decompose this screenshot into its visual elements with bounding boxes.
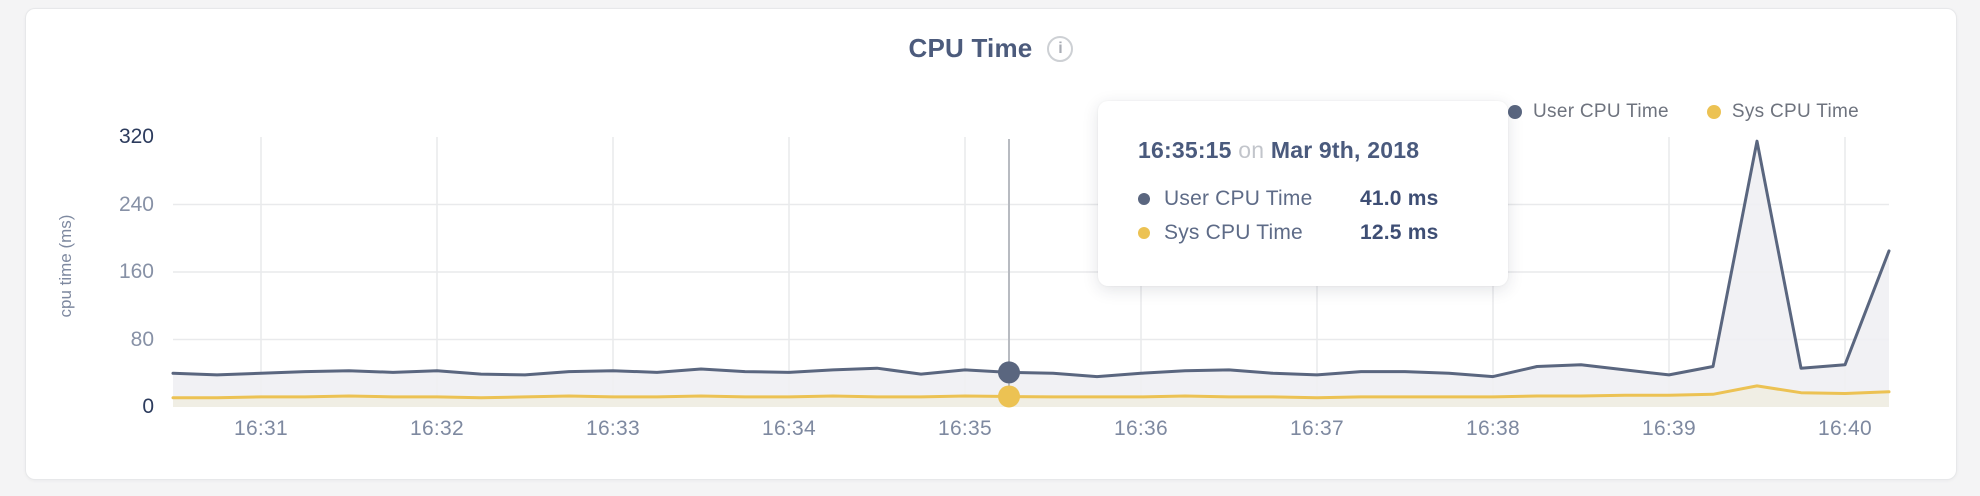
legend-dot bbox=[1706, 105, 1721, 119]
gridlines bbox=[173, 137, 1889, 407]
area-user-cpu-time bbox=[173, 141, 1889, 407]
cpu-time-panel: CPU Time i User CPU Time Sys CPU Time cpu… bbox=[25, 8, 1957, 480]
hover-dot-user-cpu-time bbox=[998, 361, 1020, 384]
line-sys-cpu-time bbox=[171, 384, 1891, 400]
x-tick-label: 16:39 bbox=[1641, 417, 1697, 440]
tooltip-conjunction: on bbox=[1238, 137, 1265, 163]
tooltip-rows: User CPU Time 41.0 ms Sys CPU Time 12.5 ms bbox=[1138, 182, 1480, 250]
legend-item-sys-cpu-time[interactable]: Sys CPU Time bbox=[1706, 101, 1859, 123]
x-tick-label: 16:37 bbox=[1289, 417, 1345, 440]
tooltip-date: Mar 9th, 2018 bbox=[1270, 137, 1420, 163]
info-icon[interactable]: i bbox=[1047, 35, 1074, 62]
panel-header: CPU Time i bbox=[26, 33, 1956, 64]
cpu-time-chart[interactable] bbox=[26, 9, 1956, 479]
x-tick-label: 16:33 bbox=[585, 417, 641, 440]
tooltip-timestamp: 16:35:15 on Mar 9th, 2018 bbox=[1138, 137, 1480, 164]
legend-dot bbox=[1508, 105, 1522, 119]
tooltip-series-label: User CPU Time bbox=[1164, 187, 1313, 210]
y-tick-label: 80 bbox=[130, 327, 154, 351]
y-tick-label: 160 bbox=[118, 260, 154, 283]
y-tick-label: 0 bbox=[142, 395, 154, 418]
legend-label: User CPU Time bbox=[1533, 101, 1669, 122]
y-tick-label: 320 bbox=[118, 125, 154, 148]
chart-legend: User CPU Time Sys CPU Time bbox=[1508, 101, 1859, 123]
chart-tooltip: 16:35:15 on Mar 9th, 2018 User CPU Time 4… bbox=[1098, 101, 1508, 286]
y-tick-label: 240 bbox=[118, 192, 154, 216]
tooltip-row-user-cpu-time: User CPU Time 41.0 ms bbox=[1138, 182, 1480, 216]
x-tick-label: 16:35 bbox=[937, 417, 993, 440]
tooltip-row-sys-cpu-time: Sys CPU Time 12.5 ms bbox=[1138, 216, 1480, 250]
x-tick-label: 16:34 bbox=[761, 417, 817, 440]
tooltip-series-dot bbox=[1138, 193, 1150, 205]
tooltip-series-value: 41.0 ms bbox=[1360, 187, 1439, 210]
hover-dot-sys-cpu-time bbox=[998, 385, 1020, 408]
chart-title: CPU Time bbox=[908, 33, 1033, 63]
line-user-cpu-time bbox=[171, 139, 1891, 379]
x-tick-label: 16:40 bbox=[1817, 417, 1873, 440]
x-tick-label: 16:32 bbox=[409, 417, 465, 440]
legend-label: Sys CPU Time bbox=[1731, 101, 1859, 122]
x-tick-label: 16:38 bbox=[1465, 417, 1521, 440]
tooltip-series-label: Sys CPU Time bbox=[1164, 221, 1303, 244]
x-tick-label: 16:31 bbox=[233, 417, 289, 440]
legend-item-user-cpu-time[interactable]: User CPU Time bbox=[1508, 101, 1669, 123]
x-tick-label: 16:36 bbox=[1113, 417, 1169, 440]
tooltip-series-value: 12.5 ms bbox=[1360, 221, 1439, 244]
area-sys-cpu-time bbox=[173, 385, 1889, 407]
tooltip-series-dot bbox=[1138, 227, 1150, 239]
tooltip-time: 16:35:15 bbox=[1138, 137, 1232, 163]
